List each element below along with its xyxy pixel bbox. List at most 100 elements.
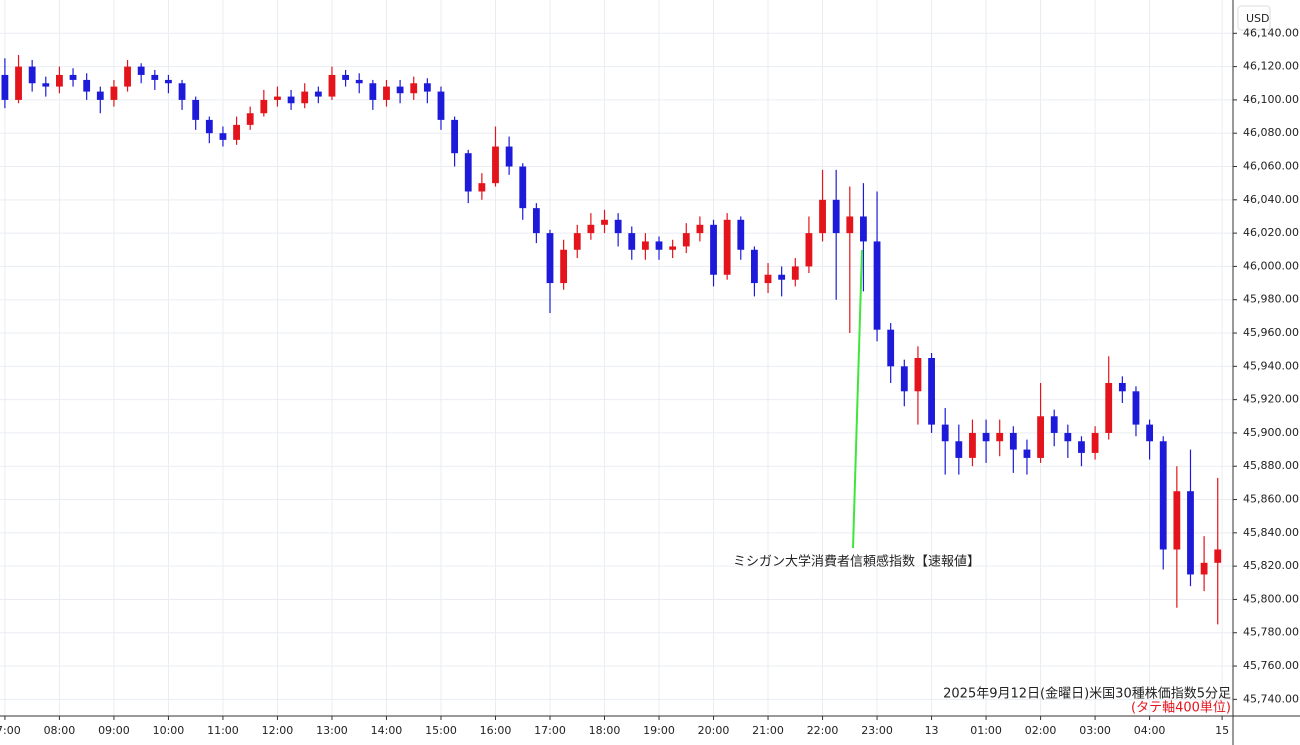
- candle-body: [165, 79, 172, 84]
- candle-body: [819, 199, 826, 234]
- candle-body: [1200, 562, 1208, 575]
- candle-body: [410, 83, 418, 94]
- candle-body: [328, 74, 336, 97]
- candle-body: [1105, 382, 1113, 433]
- annotation: ミシガン大学消費者信頼感指数【速報値】: [733, 554, 980, 570]
- candle-body: [301, 91, 309, 104]
- y-tick-label: 45,980.00: [1243, 293, 1299, 306]
- candle-body: [1, 74, 9, 100]
- candle-body: [941, 424, 949, 442]
- candle-body: [42, 83, 50, 87]
- candle-body: [274, 96, 281, 100]
- candle-body: [737, 219, 745, 250]
- candle-body: [69, 74, 77, 80]
- candle-body: [764, 274, 772, 284]
- candle-body: [342, 74, 349, 80]
- x-tick-label: 13:00: [316, 724, 348, 737]
- candle-body: [1023, 449, 1031, 458]
- candle-body: [655, 241, 663, 250]
- candle-body: [1173, 491, 1181, 550]
- candle-body: [1118, 382, 1126, 392]
- candle-body: [1091, 432, 1099, 453]
- candle-body: [1159, 441, 1167, 550]
- annotation-line: [852, 249, 863, 549]
- y-tick-label: 45,740.00: [1243, 692, 1299, 705]
- candle-body: [355, 79, 363, 84]
- candle-body: [205, 119, 213, 134]
- candle-body: [628, 233, 636, 250]
- candle-body: [860, 216, 867, 242]
- candle-body: [914, 358, 922, 392]
- candle-body: [96, 91, 104, 100]
- candle-body: [15, 66, 22, 100]
- candle-body: [246, 113, 254, 125]
- x-tick-label: 01:00: [970, 724, 1002, 737]
- x-tick-label: 15:00: [425, 724, 457, 737]
- y-tick-label: 46,080.00: [1243, 126, 1299, 139]
- y-tick-label: 46,100.00: [1243, 93, 1299, 106]
- candle-body: [110, 86, 118, 100]
- x-tick-label: 15: [1215, 724, 1229, 737]
- candle-body: [532, 208, 540, 234]
- x-tick-label: 10:00: [153, 724, 185, 737]
- candle-body: [546, 233, 554, 284]
- y-tick-label: 46,140.00: [1243, 26, 1299, 39]
- candle-body: [478, 183, 486, 192]
- x-tick-label: 07:00: [0, 724, 21, 737]
- candle-body: [778, 274, 786, 280]
- candle-body: [1078, 441, 1085, 453]
- candle-body: [219, 133, 227, 140]
- y-tick-label: 45,820.00: [1243, 559, 1299, 572]
- y-tick-label: 46,000.00: [1243, 259, 1299, 272]
- candle-body: [1009, 432, 1017, 450]
- candle-body: [955, 441, 963, 458]
- y-tick-label: 45,860.00: [1243, 493, 1299, 506]
- y-tick-label: 45,940.00: [1243, 359, 1299, 372]
- candles: [1, 54, 1222, 625]
- candle-body: [560, 249, 568, 284]
- candle-body: [805, 233, 813, 267]
- x-tick-label: 04:00: [1134, 724, 1166, 737]
- candle-body: [383, 86, 390, 100]
- candle-body: [573, 233, 581, 250]
- x-tick-label: 18:00: [589, 724, 621, 737]
- candle-body: [614, 219, 622, 234]
- candle-body: [396, 86, 404, 94]
- candle-body: [887, 329, 895, 367]
- candle-body: [314, 91, 322, 97]
- y-tick-label: 46,120.00: [1243, 60, 1299, 73]
- candle-body: [791, 266, 799, 280]
- candle-body: [1187, 491, 1194, 575]
- x-tick-label: 12:00: [262, 724, 294, 737]
- candle-body: [423, 83, 431, 92]
- candle-body: [969, 432, 976, 458]
- candle-body: [192, 99, 200, 120]
- candle-body: [751, 249, 758, 284]
- candle-body: [928, 358, 935, 425]
- candle-body: [696, 224, 704, 234]
- candle-body: [56, 74, 63, 87]
- candle-body: [287, 96, 295, 104]
- y-tick-label: 45,780.00: [1243, 626, 1299, 639]
- candle-body: [369, 83, 377, 100]
- x-tick-label: 22:00: [807, 724, 839, 737]
- candle-body: [437, 91, 445, 120]
- x-tick-label: 09:00: [98, 724, 130, 737]
- y-tick-label: 46,040.00: [1243, 193, 1299, 206]
- candle-body: [178, 83, 186, 100]
- y-tick-label: 45,800.00: [1243, 592, 1299, 605]
- candle-body: [723, 219, 731, 275]
- candle-body: [873, 241, 881, 330]
- currency-label: USD: [1246, 12, 1270, 25]
- candle-body: [1050, 416, 1058, 433]
- candle-body: [1214, 549, 1222, 563]
- candle-body: [1064, 432, 1072, 442]
- candle-body: [900, 366, 908, 392]
- y-tick-label: 45,920.00: [1243, 393, 1299, 406]
- candle-body: [682, 233, 690, 247]
- y-tick-label: 46,020.00: [1243, 226, 1299, 239]
- candle-body: [83, 79, 91, 92]
- candle-body: [832, 199, 840, 234]
